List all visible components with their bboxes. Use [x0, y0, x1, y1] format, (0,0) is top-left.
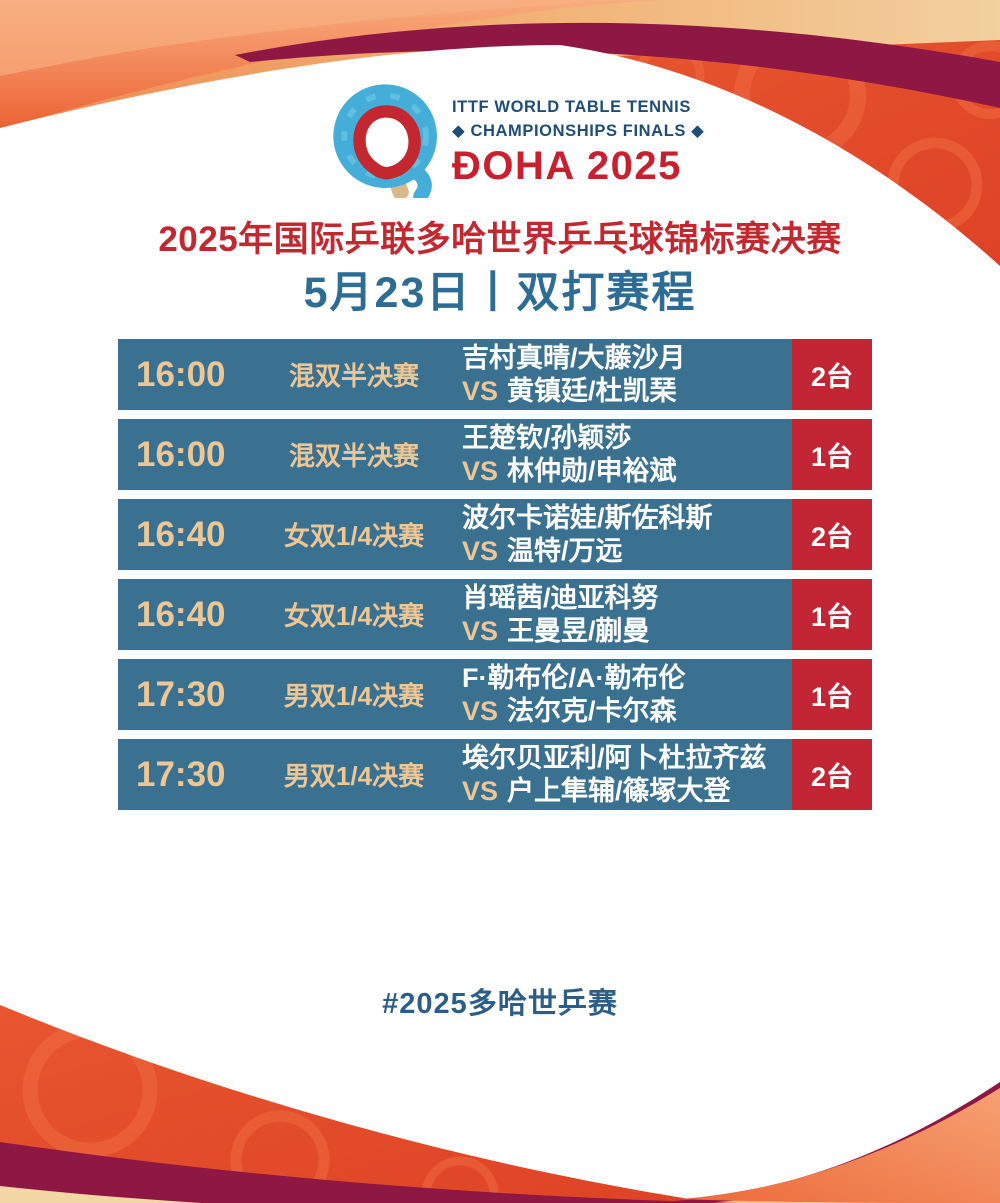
table-badge: 1台 — [792, 579, 872, 650]
table-badge: 2台 — [792, 739, 872, 810]
vs-label: VS — [462, 775, 499, 806]
pair-two: 林仲勋/申裕斌 — [507, 455, 677, 486]
match-event: 混双半决赛 — [288, 441, 419, 471]
match-players: 吉村真晴/大藤沙月 VS 黄镇廷/杜凯琹 — [444, 339, 792, 410]
pair-one: 肖瑶茜/迪亚科努 — [462, 582, 659, 613]
match-time: 17:30 — [136, 754, 226, 794]
vs-label: VS — [462, 535, 499, 566]
table-badge: 1台 — [792, 659, 872, 730]
match-event: 混双半决赛 — [288, 361, 419, 391]
pair-one: 波尔卡诺娃/斯佐科斯 — [462, 502, 713, 533]
table-badge: 2台 — [792, 499, 872, 570]
match-event: 男双1/4决赛 — [283, 761, 425, 791]
pair-one: 王楚钦/孙颖莎 — [462, 422, 632, 453]
pair-one: 埃尔贝亚利/阿卜杜拉齐兹 — [462, 742, 767, 773]
top-left-swoosh-highlight — [0, 0, 660, 76]
match-row: 17:30 男双1/4决赛 F·勒布伦/A·勒布伦 VS 法尔克/卡尔森 1台 — [118, 659, 872, 730]
pair-two-line: VS 温特/万远 — [462, 535, 623, 568]
logo-line-doha2025: ĐOHA 2025 — [452, 144, 682, 188]
table-badge: 2台 — [792, 339, 872, 410]
pair-two: 法尔克/卡尔森 — [507, 695, 677, 726]
match-time: 16:00 — [136, 354, 226, 394]
logo-line-finals: ◆ CHAMPIONSHIPS FINALS ◆ — [452, 122, 705, 140]
match-time: 17:30 — [136, 674, 226, 714]
vs-label: VS — [462, 615, 499, 646]
pair-two-line: VS 王曼昱/蒯曼 — [462, 615, 650, 648]
vs-label: VS — [462, 455, 499, 486]
bottom-maroon-band — [0, 1142, 740, 1203]
match-time: 16:40 — [136, 594, 226, 634]
logo-text-block: ITTF WORLD TABLE TENNIS ◆ CHAMPIONSHIPS … — [452, 98, 705, 189]
match-row: 16:00 混双半决赛 王楚钦/孙颖莎 VS 林仲勋/申裕斌 1台 — [118, 419, 872, 490]
pair-two: 户上隼辅/篠塚大登 — [507, 775, 731, 806]
match-players: 埃尔贝亚利/阿卜杜拉齐兹 VS 户上隼辅/篠塚大登 — [444, 739, 792, 810]
match-row: 16:40 女双1/4决赛 肖瑶茜/迪亚科努 VS 王曼昱/蒯曼 1台 — [118, 579, 872, 650]
vs-label: VS — [462, 695, 499, 726]
page-subtitle: 5月23日丨双打赛程 — [303, 269, 697, 317]
vs-label: VS — [462, 375, 499, 406]
pair-two-line: VS 户上隼辅/篠塚大登 — [462, 775, 731, 808]
pair-two: 黄镇廷/杜凯琹 — [507, 375, 677, 406]
top-maroon-arc — [235, 22, 1000, 109]
schedule-list: 16:00 混双半决赛 吉村真晴/大藤沙月 VS 黄镇廷/杜凯琹 2台 16:00… — [118, 339, 872, 819]
match-players: F·勒布伦/A·勒布伦 VS 法尔克/卡尔森 — [444, 659, 792, 730]
match-row: 16:40 女双1/4决赛 波尔卡诺娃/斯佐科斯 VS 温特/万远 2台 — [118, 499, 872, 570]
pair-one: 吉村真晴/大藤沙月 — [462, 342, 686, 373]
page-title: 2025年国际乒联多哈世界乒乓球锦标赛决赛 — [158, 220, 842, 259]
pair-two-line: VS 黄镇廷/杜凯琹 — [462, 375, 677, 408]
pair-two-line: VS 林仲勋/申裕斌 — [462, 455, 677, 488]
bottom-tan-corner — [0, 1186, 202, 1203]
match-time: 16:40 — [136, 514, 226, 554]
match-players: 肖瑶茜/迪亚科努 VS 王曼昱/蒯曼 — [444, 579, 792, 650]
logo-line-ittf: ITTF WORLD TABLE TENNIS — [452, 98, 691, 116]
pair-two: 王曼昱/蒯曼 — [507, 615, 650, 646]
match-event: 男双1/4决赛 — [283, 681, 425, 711]
match-row: 16:00 混双半决赛 吉村真晴/大藤沙月 VS 黄镇廷/杜凯琹 2台 — [118, 339, 872, 410]
pair-two-line: VS 法尔克/卡尔森 — [462, 695, 677, 728]
match-players: 波尔卡诺娃/斯佐科斯 VS 温特/万远 — [444, 499, 792, 570]
table-badge: 1台 — [792, 419, 872, 490]
hashtag-text: #2025多哈世乒赛 — [382, 988, 618, 1020]
bottom-right-swoosh — [680, 1088, 1000, 1203]
match-event: 女双1/4决赛 — [283, 521, 425, 551]
match-time: 16:00 — [136, 434, 226, 474]
match-row: 17:30 男双1/4决赛 埃尔贝亚利/阿卜杜拉齐兹 VS 户上隼辅/篠塚大登 2… — [118, 739, 872, 810]
match-players: 王楚钦/孙颖莎 VS 林仲勋/申裕斌 — [444, 419, 792, 490]
match-event: 女双1/4决赛 — [283, 601, 425, 631]
pair-two: 温特/万远 — [507, 535, 623, 566]
pair-one: F·勒布伦/A·勒布伦 — [462, 662, 686, 693]
ittf-doha2025-logo-icon — [333, 84, 437, 198]
